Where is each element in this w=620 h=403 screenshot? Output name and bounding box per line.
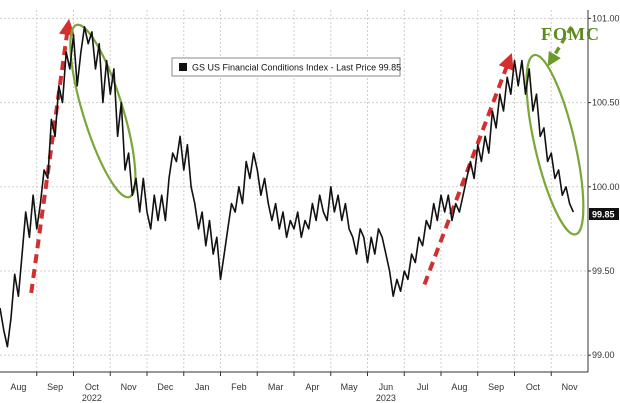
- fomc-annotation: FOMC: [541, 24, 600, 44]
- y-tick-label: 99.00: [592, 350, 615, 360]
- x-tick-label: Oct: [85, 382, 100, 392]
- x-tick-label: Nov: [121, 382, 138, 392]
- series-layer: [0, 26, 575, 348]
- y-tick-label: 99.50: [592, 266, 615, 276]
- last-price-tag: 99.85: [589, 208, 619, 220]
- y-tick-label: 101.00: [592, 13, 620, 23]
- x-tick-label: Jul: [417, 382, 429, 392]
- x-axis-labels: Aug Sep Oct Nov Dec Jan Feb Mar Apr May Jun Jul Aug S…: [10, 372, 578, 403]
- green-ellipse-2023: [525, 53, 585, 236]
- x-tick-label: Oct: [526, 382, 541, 392]
- last-price-box: [589, 208, 619, 220]
- legend-swatch: [179, 63, 187, 71]
- series-line-0: [0, 26, 575, 348]
- x-tick-label: Nov: [562, 382, 579, 392]
- legend-text: GS US Financial Conditions Index - Last …: [192, 63, 401, 73]
- last-price-label: 99.85: [592, 210, 615, 220]
- x-tick-label: May: [341, 382, 359, 392]
- x-tick-label: Aug: [451, 382, 467, 392]
- y-tick-label: 100.50: [592, 98, 620, 108]
- red-trend-arrow-2023: [422, 53, 514, 286]
- y-tick-label: 100.00: [592, 182, 620, 192]
- legend: GS US Financial Conditions Index - Last …: [171, 57, 401, 77]
- x-tick-label: Mar: [268, 382, 284, 392]
- legend-box: [171, 57, 401, 77]
- x-tick-label: Sep: [47, 382, 63, 392]
- x-tick-label: Dec: [157, 382, 174, 392]
- x-tick-label: Apr: [305, 382, 319, 392]
- year-label: 2022: [82, 393, 102, 403]
- x-tick-label: Feb: [231, 382, 247, 392]
- x-tick-label: Jan: [195, 382, 210, 392]
- x-tick-label: Sep: [488, 382, 504, 392]
- x-tick-label: Jun: [379, 382, 394, 392]
- x-tick-label: Aug: [10, 382, 26, 392]
- year-label: 2023: [376, 393, 396, 403]
- fomc-arrow: [547, 25, 573, 67]
